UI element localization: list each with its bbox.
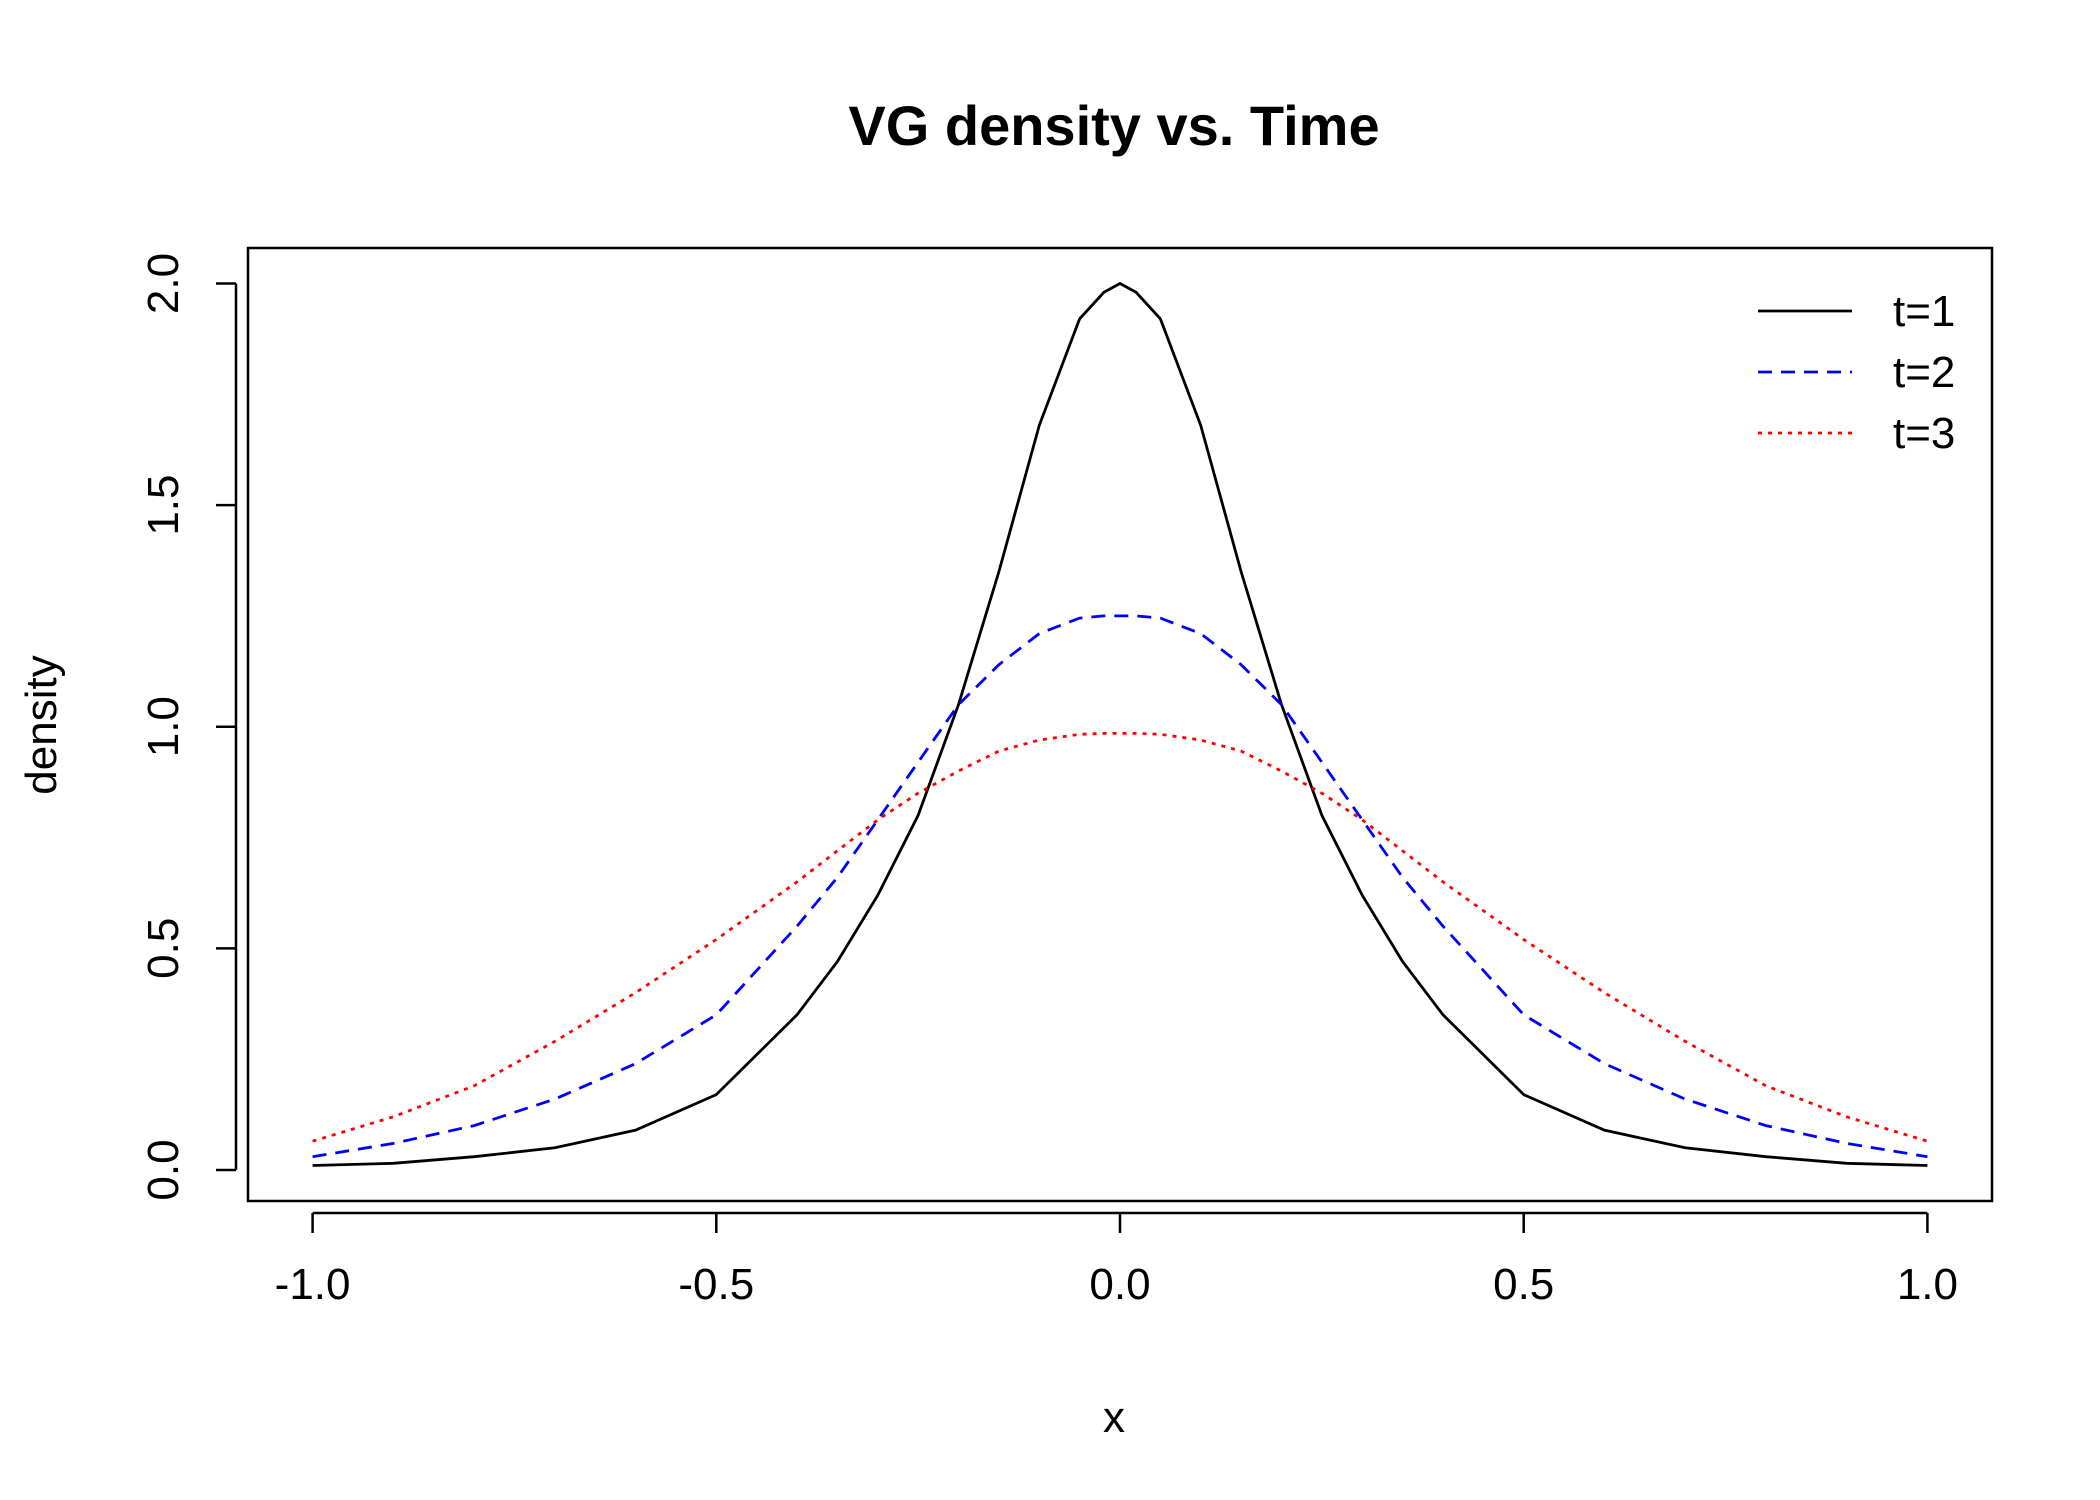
y-axis: 0.0 0.5 1.0 1.5 2.0 (139, 253, 238, 1201)
y-tick-label: 1.5 (139, 475, 188, 536)
legend-label: t=3 (1893, 409, 1955, 458)
legend: t=1 t=2 t=3 (1758, 287, 1955, 458)
x-tick-label: 0.0 (1089, 1260, 1150, 1309)
x-tick-label: 1.0 (1897, 1260, 1958, 1309)
y-tick-label: 1.0 (139, 696, 188, 757)
chart-title: VG density vs. Time (848, 94, 1379, 157)
legend-label: t=2 (1893, 348, 1955, 397)
x-axis: -1.0 -0.5 0.0 0.5 1.0 (275, 1211, 1958, 1309)
series-layer (312, 281, 1928, 1167)
series-line-t3 (312, 732, 1928, 1143)
legend-label: t=1 (1893, 287, 1955, 336)
plot-frame (246, 246, 1994, 1203)
x-tick-label: 0.5 (1493, 1260, 1554, 1309)
y-axis-label: density (17, 655, 66, 794)
series-line-t1 (312, 281, 1928, 1167)
x-tick-label: -0.5 (678, 1260, 754, 1309)
x-axis-label: x (1103, 1393, 1125, 1442)
y-tick-label: 2.0 (139, 253, 188, 314)
y-tick-label: 0.5 (139, 918, 188, 979)
x-tick-label: -1.0 (275, 1260, 351, 1309)
series-line-t2 (312, 614, 1928, 1159)
y-tick-label: 0.0 (139, 1139, 188, 1200)
